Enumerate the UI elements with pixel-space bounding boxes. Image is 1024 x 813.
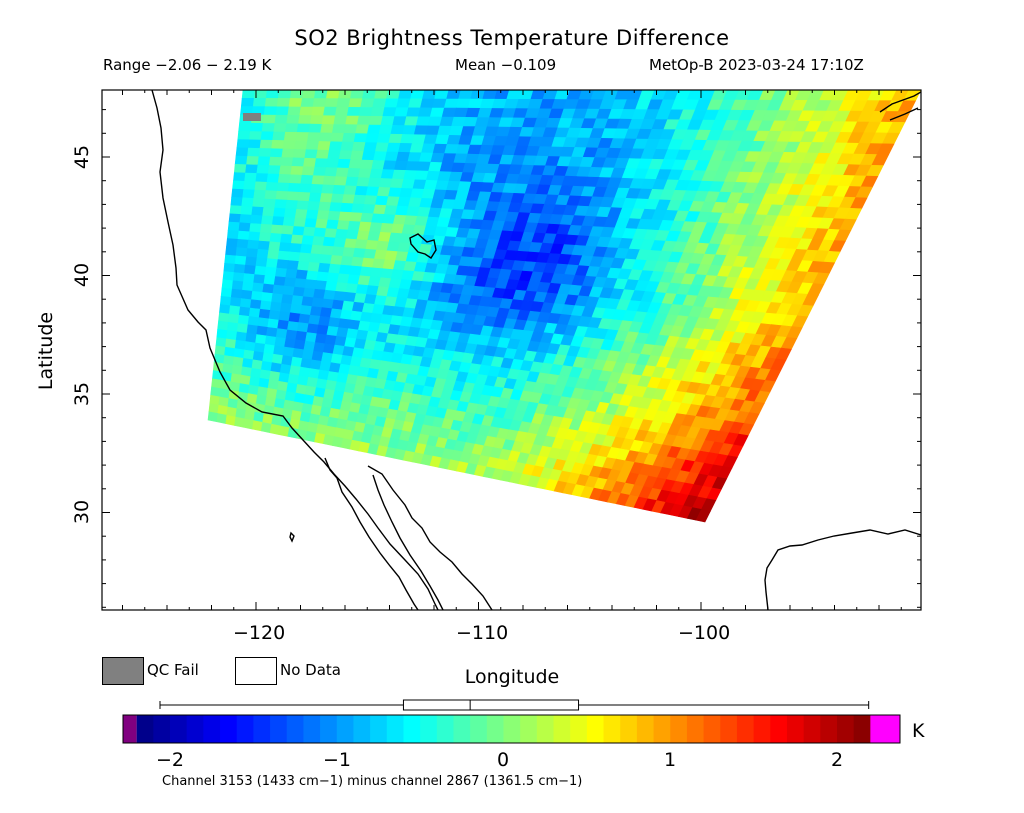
map-title: SO2 Brightness Temperature Difference <box>294 26 730 50</box>
colorbar-cell <box>353 715 371 743</box>
colorbar-cell <box>153 715 171 743</box>
colorbar-cell <box>670 715 688 743</box>
colorbar-tick-label: 0 <box>496 749 510 771</box>
colorbar-tick-label: −1 <box>322 749 352 771</box>
range-text: Range −2.06 − 2.19 K <box>103 56 272 74</box>
colorbar-tick-label: −2 <box>155 749 185 771</box>
colorbar-cell <box>853 715 871 743</box>
colorbar-cell <box>636 715 655 743</box>
colorbar-cell <box>786 715 805 743</box>
colorbar-cell <box>403 715 421 743</box>
colorbar-cell <box>253 715 271 743</box>
colorbar-cell <box>203 715 221 743</box>
colorbar-cell <box>720 715 738 743</box>
colorbar-cell <box>486 715 504 743</box>
colorbar-overflow <box>870 715 900 743</box>
colorbar-cell <box>520 715 538 743</box>
colorbar-cell <box>270 715 288 743</box>
colorbar-cell <box>736 715 755 743</box>
colorbar-cell <box>453 715 471 743</box>
colorbar-cell <box>620 715 638 743</box>
colorbar-cell <box>420 715 438 743</box>
colorbar-cell <box>436 715 454 743</box>
colorbar-cell <box>820 715 838 743</box>
colorbar-underflow <box>123 715 137 743</box>
colorbar-cell <box>236 715 254 743</box>
colorbar-cell <box>653 715 671 743</box>
colorbar-cell <box>753 715 771 743</box>
boxplot-box <box>402 699 580 711</box>
colorbar-cell <box>336 715 354 743</box>
colorbar-cell <box>553 715 571 743</box>
colorbar-cells <box>123 715 900 743</box>
colorbar-cell <box>603 715 621 743</box>
colorbar-cell <box>220 715 238 743</box>
satellite-timestamp: MetOp-B 2023-03-24 17:10Z <box>649 56 864 74</box>
colorbar-cell <box>136 715 154 743</box>
colorbar-cell <box>170 715 188 743</box>
colorbar-cell <box>470 715 488 743</box>
channel-footnote: Channel 3153 (1433 cm−1) minus channel 2… <box>162 774 583 789</box>
colorbar-cell <box>586 715 605 743</box>
colorbar-cell <box>703 715 721 743</box>
colorbar-cell <box>386 715 404 743</box>
colorbar-cell <box>770 715 788 743</box>
colorbar-cell <box>303 715 321 743</box>
colorbar-cell <box>186 715 204 743</box>
colorbar-cell <box>320 715 338 743</box>
colorbar-cell <box>503 715 521 743</box>
distribution-boxplot <box>159 699 870 711</box>
colorbar-cell <box>536 715 555 743</box>
colorbar-cell <box>570 715 588 743</box>
colorbar-tick-label: 2 <box>830 749 844 771</box>
mean-text: Mean −0.109 <box>455 56 557 74</box>
colorbar-unit: K <box>912 720 925 742</box>
colorbar-cell <box>686 715 705 743</box>
colorbar-cell <box>286 715 304 743</box>
colorbar-tick-label: 1 <box>663 749 677 771</box>
colorbar-cell <box>370 715 388 743</box>
colorbar-cell <box>803 715 821 743</box>
colorbar-cell <box>837 715 855 743</box>
swath-data-layer <box>207 90 921 523</box>
